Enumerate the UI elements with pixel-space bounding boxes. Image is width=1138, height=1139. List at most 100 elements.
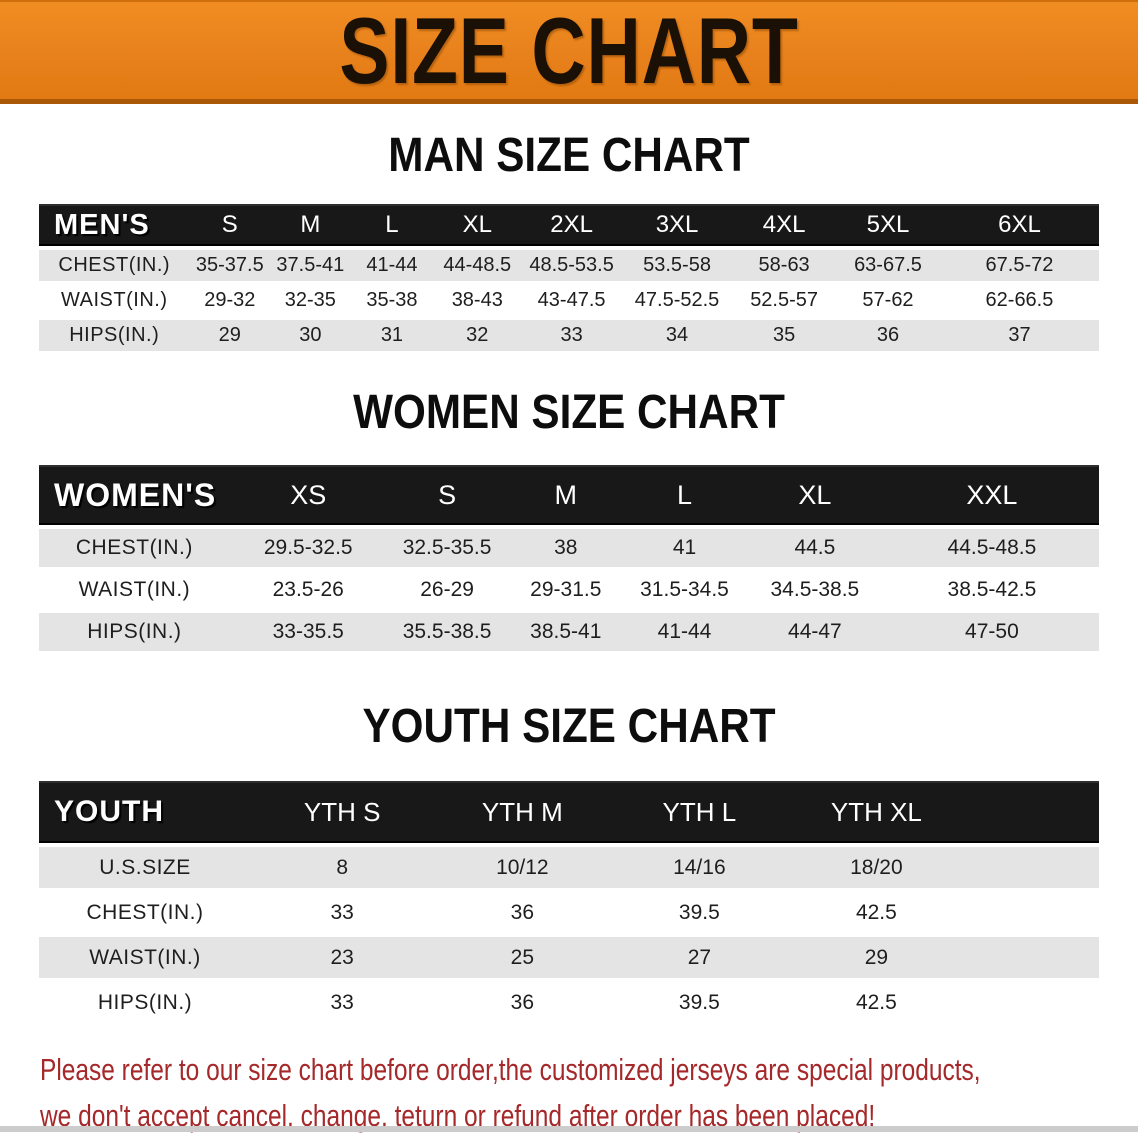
size-value-cell: 44.5	[744, 529, 885, 567]
size-value-cell: 33	[251, 892, 434, 933]
empty-cell	[965, 847, 1099, 888]
empty-cell	[965, 937, 1099, 978]
size-value-cell: 31.5-34.5	[624, 571, 745, 609]
size-value-cell: 48.5-53.5	[521, 250, 622, 281]
size-value-cell: 67.5-72	[939, 250, 1099, 281]
size-value-cell: 35.5-38.5	[386, 613, 508, 651]
size-value-cell: 53.5-58	[621, 250, 733, 281]
size-column-header: S	[189, 204, 271, 246]
youth-size-table: YOUTH YTH S YTH M YTH L YTH XL U.S.SIZE 8 10/12…	[39, 777, 1099, 1027]
size-value-cell: 23.5-26	[229, 571, 387, 609]
disclaimer-text: Please refer to our size chart before or…	[40, 1047, 1138, 1139]
size-value-cell: 42.5	[787, 982, 966, 1023]
size-value-cell: 10/12	[433, 847, 612, 888]
row-label: HIPS(IN.)	[39, 320, 190, 351]
size-value-cell: 35	[732, 320, 837, 351]
size-column-header: XL	[744, 465, 885, 525]
row-label: CHEST(IN.)	[39, 529, 230, 567]
size-value-cell: 47.5-52.5	[621, 285, 733, 316]
size-value-cell: 38.5-42.5	[884, 571, 1099, 609]
group-label: WOMEN'S	[39, 465, 230, 525]
size-value-cell: 47-50	[884, 613, 1099, 651]
size-column-header: 3XL	[621, 204, 733, 246]
row-label: CHEST(IN.)	[39, 250, 190, 281]
measurement-row: HIPS(IN.) 33-35.5 35.5-38.5 38.5-41 41-44 44-…	[39, 613, 1099, 651]
group-label: YOUTH	[39, 781, 251, 843]
size-value-cell: 36	[836, 320, 940, 351]
size-value-cell: 38-43	[433, 285, 522, 316]
size-column-header: L	[624, 465, 745, 525]
measurement-row: CHEST(IN.) 29.5-32.5 32.5-35.5 38 41 44.5 44.5…	[39, 529, 1099, 567]
size-value-cell: 32-35	[270, 285, 351, 316]
size-value-cell: 44-47	[744, 613, 885, 651]
size-value-cell: 38.5-41	[507, 613, 625, 651]
size-value-cell: 18/20	[787, 847, 966, 888]
size-value-cell: 23	[251, 937, 434, 978]
row-label: WAIST(IN.)	[39, 937, 251, 978]
measurement-row: HIPS(IN.) 33 36 39.5 42.5	[39, 982, 1099, 1023]
size-value-cell: 32.5-35.5	[386, 529, 508, 567]
size-value-cell: 35-37.5	[189, 250, 271, 281]
size-column-header: YTH XL	[787, 781, 966, 843]
row-label: HIPS(IN.)	[39, 982, 251, 1023]
row-label: CHEST(IN.)	[39, 892, 251, 933]
empty-header-cell	[965, 781, 1099, 843]
size-table-header-row: WOMEN'S XS S M L XL XXL	[39, 465, 1099, 525]
banner-title: SIZE CHART	[339, 0, 799, 103]
size-value-cell: 34	[621, 320, 733, 351]
size-value-cell: 41	[624, 529, 745, 567]
measurement-row: HIPS(IN.) 29 30 31 32 33 34 35 36 37	[39, 320, 1099, 351]
size-value-cell: 44.5-48.5	[884, 529, 1099, 567]
empty-cell	[965, 982, 1099, 1023]
size-value-cell: 30	[270, 320, 351, 351]
size-column-header: 4XL	[732, 204, 837, 246]
size-column-header: S	[386, 465, 508, 525]
row-label: U.S.SIZE	[39, 847, 251, 888]
size-value-cell: 29.5-32.5	[229, 529, 387, 567]
youth-section-heading: YOUTH SIZE CHART	[362, 700, 776, 753]
size-value-cell: 27	[611, 937, 788, 978]
size-value-cell: 39.5	[611, 892, 788, 933]
men-size-chart-section: MAN SIZE CHART MEN'S S M L XL 2XL 3XL 4XL 5XL 6XL…	[0, 130, 1138, 355]
size-table-header-row: YOUTH YTH S YTH M YTH L YTH XL	[39, 781, 1099, 843]
size-column-header: XXL	[884, 465, 1099, 525]
size-value-cell: 26-29	[386, 571, 508, 609]
size-value-cell: 33-35.5	[229, 613, 387, 651]
size-value-cell: 63-67.5	[836, 250, 940, 281]
size-value-cell: 37.5-41	[270, 250, 351, 281]
measurement-row: CHEST(IN.) 33 36 39.5 42.5	[39, 892, 1099, 933]
row-label: HIPS(IN.)	[39, 613, 230, 651]
size-value-cell: 35-38	[350, 285, 434, 316]
size-value-cell: 57-62	[836, 285, 940, 316]
measurement-row: WAIST(IN.) 29-32 32-35 35-38 38-43 43-47.5 47.…	[39, 285, 1099, 316]
women-size-chart-section: WOMEN SIZE CHART WOMEN'S XS S M L XL XXL CHEST(…	[0, 387, 1138, 655]
size-value-cell: 42.5	[787, 892, 966, 933]
measurement-row: WAIST(IN.) 23.5-26 26-29 29-31.5 31.5-34.5 34…	[39, 571, 1099, 609]
measurement-row: CHEST(IN.) 35-37.5 37.5-41 41-44 44-48.5 48.5…	[39, 250, 1099, 281]
size-value-cell: 44-48.5	[433, 250, 522, 281]
empty-cell	[965, 892, 1099, 933]
size-column-header: YTH M	[433, 781, 612, 843]
size-value-cell: 8	[251, 847, 434, 888]
size-value-cell: 41-44	[624, 613, 745, 651]
size-value-cell: 34.5-38.5	[744, 571, 885, 609]
size-value-cell: 36	[433, 982, 612, 1023]
size-value-cell: 29	[189, 320, 271, 351]
size-value-cell: 62-66.5	[939, 285, 1099, 316]
size-value-cell: 29-32	[189, 285, 271, 316]
bottom-edge-strip	[0, 1126, 1138, 1132]
size-column-header: YTH L	[611, 781, 788, 843]
size-column-header: 6XL	[939, 204, 1099, 246]
size-value-cell: 39.5	[611, 982, 788, 1023]
size-value-cell: 33	[251, 982, 434, 1023]
size-value-cell: 52.5-57	[732, 285, 837, 316]
size-column-header: XS	[229, 465, 387, 525]
men-section-heading: MAN SIZE CHART	[388, 129, 750, 182]
size-value-cell: 43-47.5	[521, 285, 622, 316]
size-column-header: YTH S	[251, 781, 434, 843]
size-column-header: L	[350, 204, 434, 246]
measurement-row: WAIST(IN.) 23 25 27 29	[39, 937, 1099, 978]
size-value-cell: 29	[787, 937, 966, 978]
size-table-header-row: MEN'S S M L XL 2XL 3XL 4XL 5XL 6XL	[39, 204, 1099, 246]
size-column-header: M	[270, 204, 351, 246]
